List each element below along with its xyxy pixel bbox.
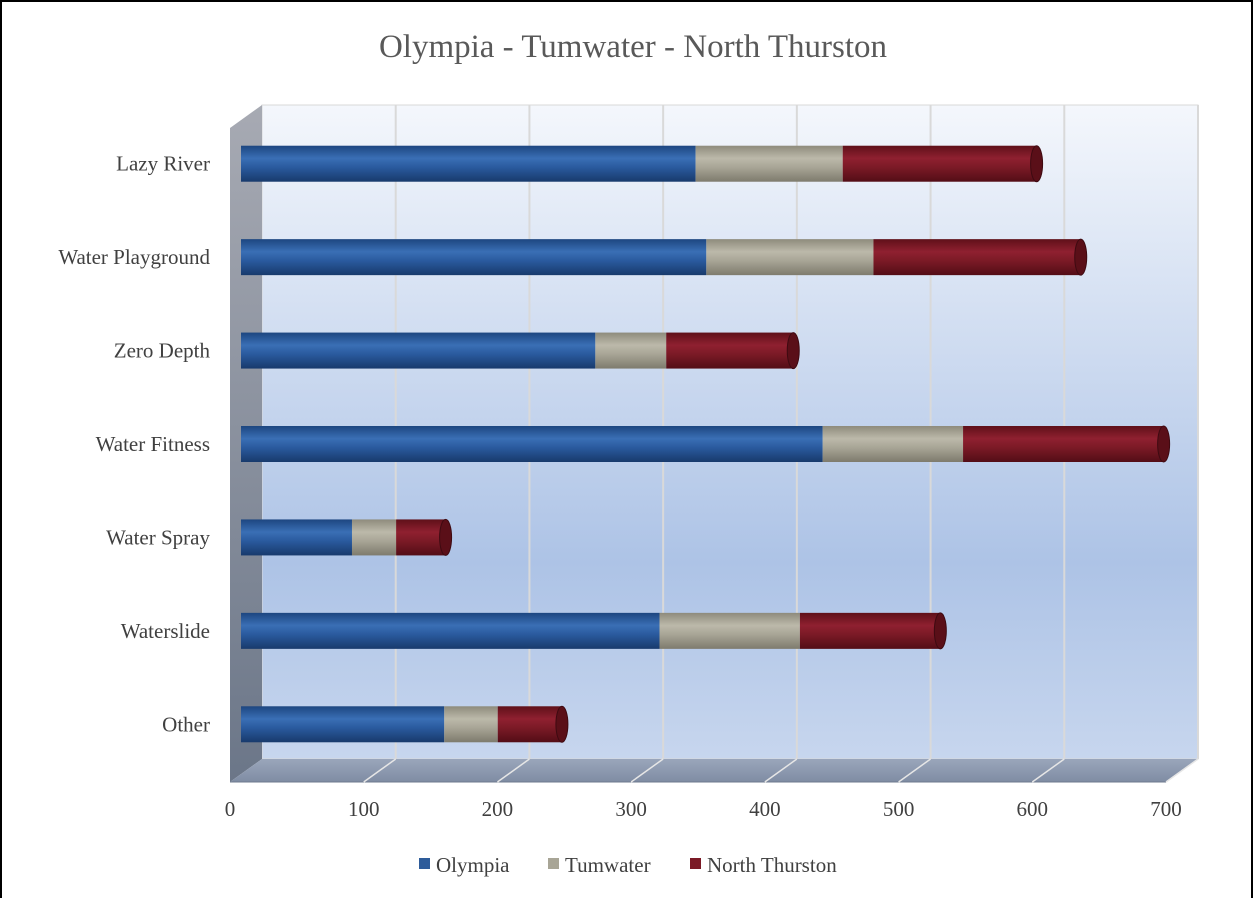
category-label-zero-depth: Zero Depth [114,339,211,363]
bar-olympia [241,612,660,649]
floor-gridline [496,758,530,783]
legend-label-tumwater: Tumwater [565,853,651,877]
legend-swatch-north-thurston [690,858,701,869]
bar-north-thurston [842,145,1037,182]
x-tick-label: 100 [348,797,380,821]
legend: Olympia Tumwater North Thurston [419,853,837,877]
bar-tumwater [444,706,498,743]
category-label-other: Other [162,712,210,736]
plot-floor [230,759,1198,782]
floor-gridline [1165,758,1199,783]
x-tick-label: 500 [883,797,915,821]
floor-gridline [764,758,798,783]
bar-tumwater [595,332,667,369]
bar-end-cap [1030,145,1044,183]
bar-group-water-playground [241,238,1088,276]
x-tick-label: 200 [482,797,514,821]
bar-olympia [241,145,696,182]
bar-group-waterslide [241,612,947,650]
bar-end-cap [1157,425,1171,463]
bar-tumwater [706,239,874,276]
bar-tumwater [822,426,964,462]
bar-group-lazy-river [241,145,1044,183]
category-label-waterslide: Waterslide [121,619,210,643]
legend-label-olympia: Olympia [436,853,510,877]
bar-olympia [241,706,445,743]
floor-gridline [1031,758,1065,783]
category-label-water-fitness: Water Fitness [96,432,210,456]
x-tick-label: 400 [749,797,781,821]
bar-north-thurston [963,426,1164,462]
bar-end-cap [555,705,569,743]
bar-group-zero-depth [241,332,800,370]
bar-group-water-spray [241,518,453,556]
bar-north-thurston [497,706,562,743]
x-tick-label: 600 [1017,797,1049,821]
bars [241,145,1171,743]
category-label-water-spray: Water Spray [106,525,210,549]
category-label-water-playground: Water Playground [58,245,210,269]
bar-olympia [241,239,707,276]
x-tick-label: 0 [225,797,236,821]
legend-swatch-tumwater [548,858,559,869]
legend-label-north-thurston: North Thurston [707,853,837,877]
bar-end-cap [933,612,947,650]
floor-gridline [363,758,397,783]
bar-end-cap [439,518,453,556]
bar-north-thurston [799,612,941,649]
chart-title: Olympia - Tumwater - North Thurston [379,29,887,65]
x-tick-label: 300 [615,797,647,821]
bar-north-thurston [666,332,794,369]
x-tick-label: 700 [1150,797,1182,821]
bar-olympia [241,332,596,369]
bar-north-thurston [396,519,446,556]
bar-olympia [241,426,823,462]
bar-tumwater [351,519,397,556]
bar-tumwater [659,612,800,649]
legend-swatch-olympia [419,858,430,869]
bar-group-other [241,705,569,743]
category-labels: Lazy River Water Playground Zero Depth Wate… [58,152,210,737]
bar-olympia [241,519,352,556]
bar-group-water-fitness [241,425,1171,463]
x-tick-labels: 0 100 200 300 400 500 600 700 [225,797,1182,821]
bar-north-thurston [873,239,1081,276]
bar-end-cap [786,332,800,370]
category-label-lazy-river: Lazy River [116,152,210,176]
bar-tumwater [695,145,843,182]
floor-gridline [898,758,932,783]
floor-gridline [630,758,664,783]
bar-end-cap [1074,238,1088,276]
